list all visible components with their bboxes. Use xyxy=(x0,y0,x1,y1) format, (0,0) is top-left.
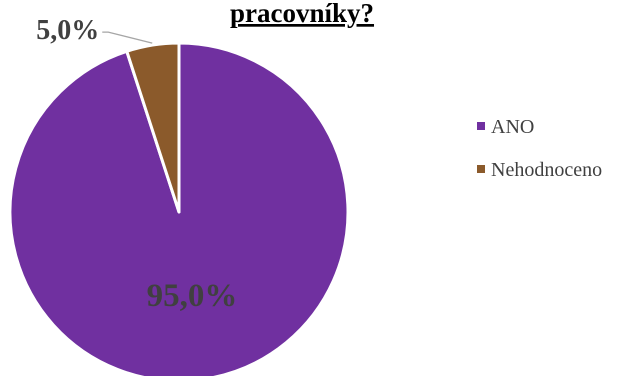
legend: ANO Nehodnoceno xyxy=(477,116,602,181)
chart-title: pracovníky? xyxy=(230,0,374,28)
legend-swatch-nehodnoceno xyxy=(477,165,485,173)
pie-slice-nehodnoceno xyxy=(125,41,181,214)
data-label-nehodnoceno: 5,0% xyxy=(36,15,99,46)
data-label-ano: 95,0% xyxy=(147,278,238,314)
pie-slices xyxy=(8,41,350,376)
pie-slice-ano xyxy=(8,41,350,376)
data-labels: 95,0% 5,0% xyxy=(36,15,237,314)
legend-label-ano: ANO xyxy=(491,116,534,138)
legend-swatch-ano xyxy=(477,122,485,130)
leader-line xyxy=(102,31,153,44)
legend-label-nehodnoceno: Nehodnoceno xyxy=(491,159,602,181)
